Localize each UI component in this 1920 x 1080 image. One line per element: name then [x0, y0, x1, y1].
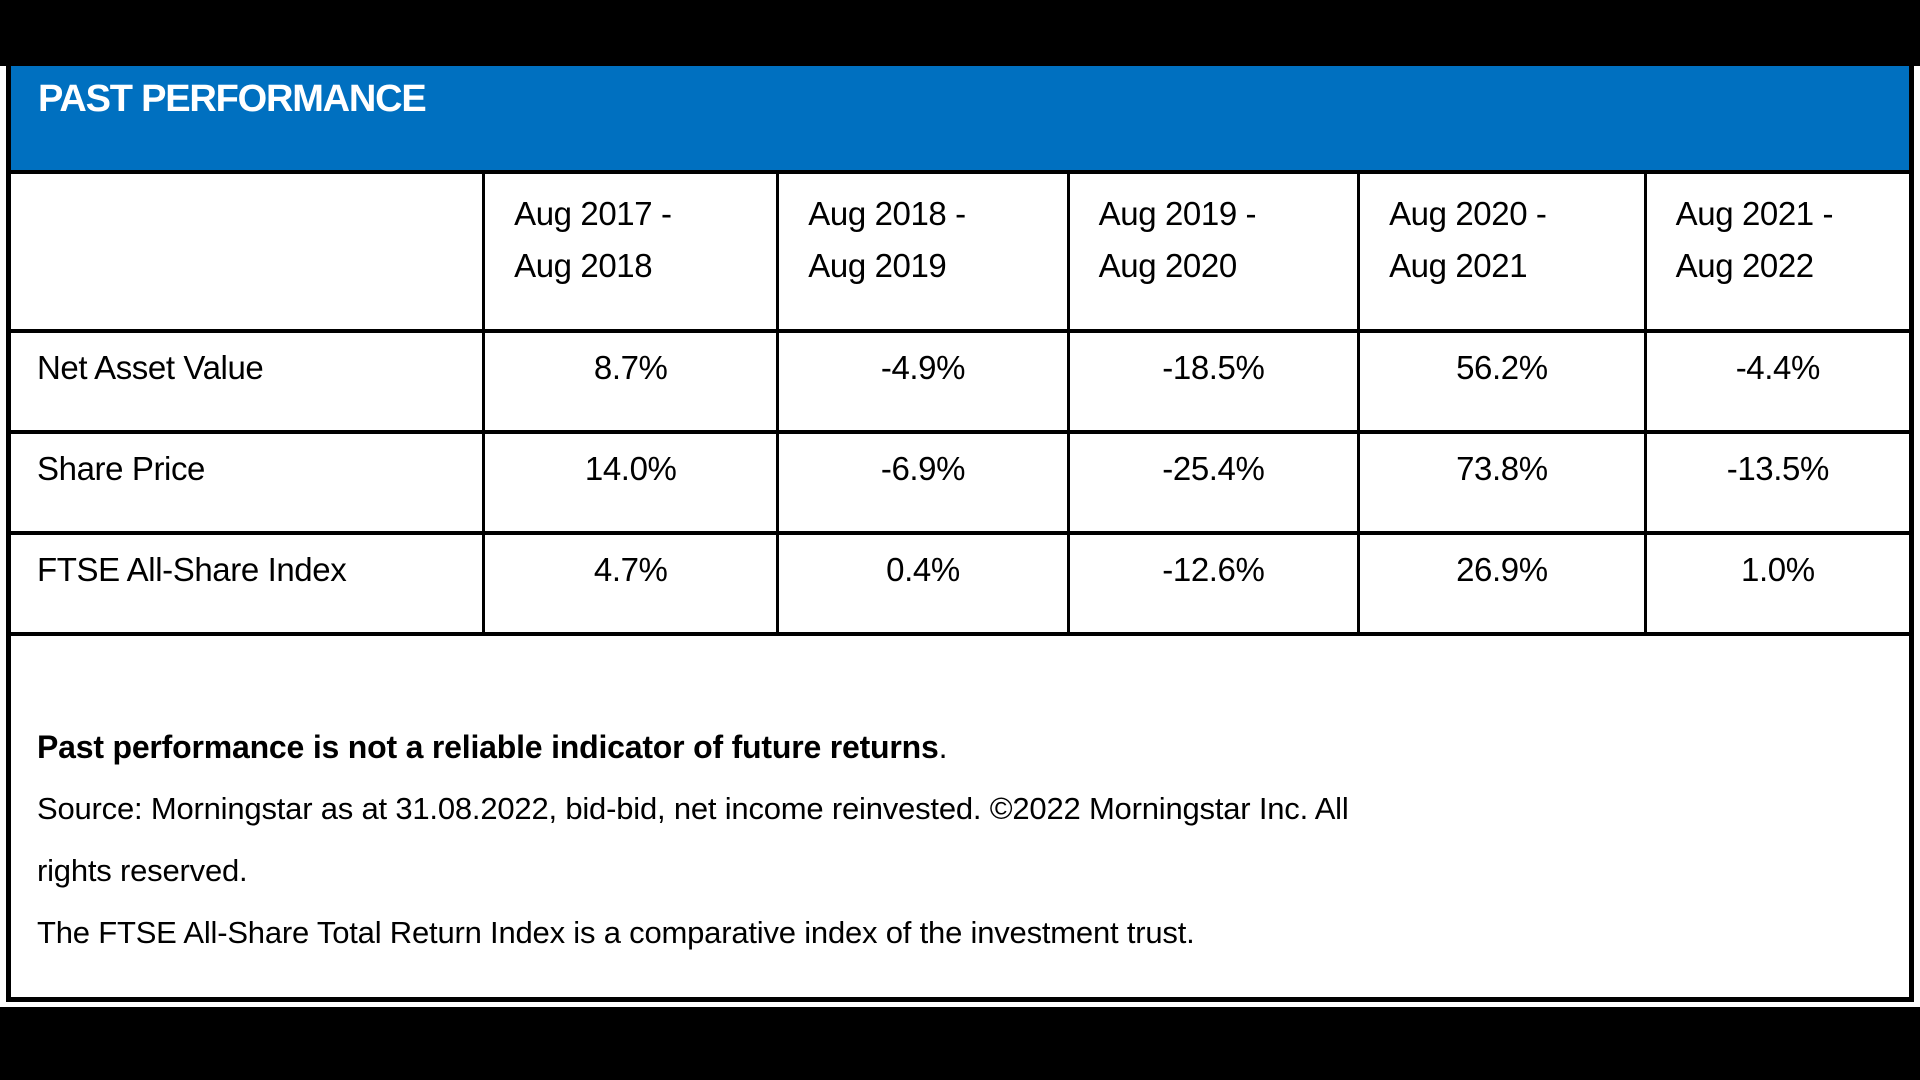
table-row-ftse-all-share-index: FTSE All-Share Index 4.7% 0.4% -12.6% 26…	[11, 531, 1909, 636]
value-cell: 4.7%	[482, 531, 780, 636]
col-header-aug2019-aug2020: Aug 2019 - Aug 2020	[1066, 174, 1361, 333]
value-cell: -4.9%	[776, 329, 1070, 434]
source-note: Source: Morningstar as at 31.08.2022, bi…	[37, 791, 1349, 888]
value-cell: 73.8%	[1357, 430, 1647, 535]
table-header-row: Aug 2017 - Aug 2018 Aug 2018 - Aug 2019 …	[11, 174, 1909, 333]
value-cell: -13.5%	[1643, 430, 1909, 535]
section-header-bar: PAST PERFORMANCE	[11, 66, 1909, 174]
value-cell: 8.7%	[482, 329, 780, 434]
value-cell: -25.4%	[1066, 430, 1361, 535]
past-performance-warning: Past performance is not a reliable indic…	[37, 716, 1849, 778]
value-cell: 56.2%	[1357, 329, 1647, 434]
row-label-share-price: Share Price	[11, 430, 486, 535]
content-panel: PAST PERFORMANCE Aug 2017 - Aug 2018 Aug…	[0, 66, 1920, 1007]
letterbox-bottom	[0, 1007, 1920, 1080]
warning-period: .	[938, 729, 948, 765]
table-row-share-price: Share Price 14.0% -6.9% -25.4% 73.8% -13…	[11, 430, 1909, 535]
letterbox-top	[0, 0, 1920, 66]
col-header-aug2018-aug2019: Aug 2018 - Aug 2019	[776, 174, 1070, 333]
section-title: PAST PERFORMANCE	[38, 78, 427, 120]
value-cell: -12.6%	[1066, 531, 1361, 636]
table-row-net-asset-value: Net Asset Value 8.7% -4.9% -18.5% 56.2% …	[11, 329, 1909, 434]
value-cell: 14.0%	[482, 430, 780, 535]
performance-table: Aug 2017 - Aug 2018 Aug 2018 - Aug 2019 …	[11, 174, 1909, 636]
value-cell: -6.9%	[776, 430, 1070, 535]
footnotes-block: Past performance is not a reliable indic…	[11, 636, 1909, 997]
row-label-ftse-all-share-index: FTSE All-Share Index	[11, 531, 486, 636]
warning-text: Past performance is not a reliable indic…	[37, 729, 939, 765]
value-cell: -4.4%	[1643, 329, 1909, 434]
col-header-aug2017-aug2018: Aug 2017 - Aug 2018	[482, 174, 780, 333]
col-header-aug2021-aug2022: Aug 2021 - Aug 2022	[1643, 174, 1909, 333]
stub-cell	[11, 174, 486, 333]
col-header-aug2020-aug2021: Aug 2020 - Aug 2021	[1357, 174, 1647, 333]
past-performance-sheet: PAST PERFORMANCE Aug 2017 - Aug 2018 Aug…	[6, 66, 1914, 1002]
value-cell: 0.4%	[776, 531, 1070, 636]
value-cell: -18.5%	[1066, 329, 1361, 434]
value-cell: 1.0%	[1643, 531, 1909, 636]
value-cell: 26.9%	[1357, 531, 1647, 636]
index-note: The FTSE All-Share Total Return Index is…	[37, 915, 1195, 950]
row-label-net-asset-value: Net Asset Value	[11, 329, 486, 434]
